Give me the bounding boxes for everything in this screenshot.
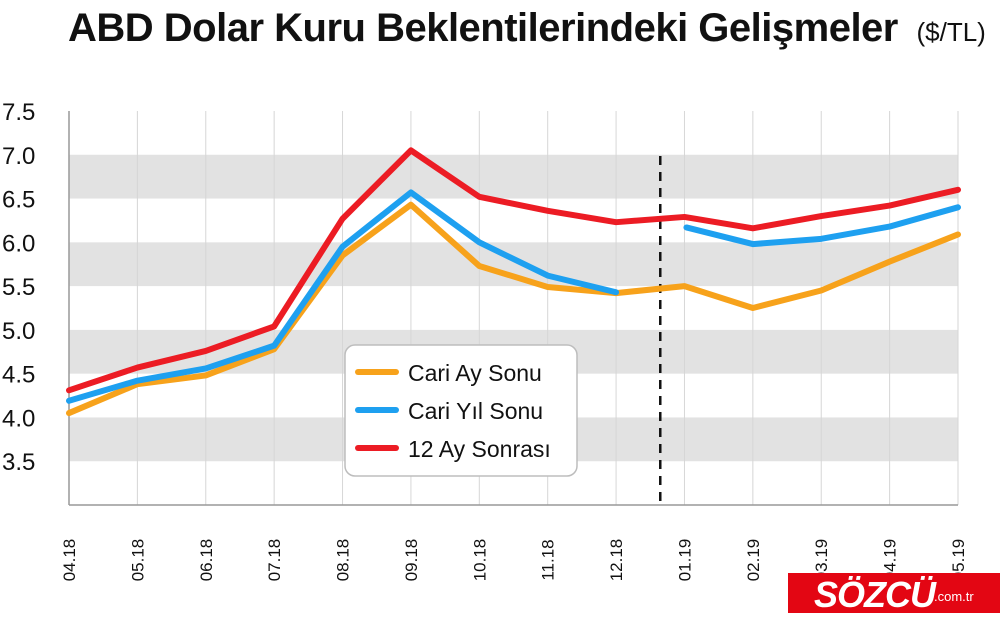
x-tick-label: 09.18 <box>402 539 421 582</box>
y-tick-label: 4.0 <box>2 405 35 432</box>
x-tick-label: 12.18 <box>607 539 626 582</box>
legend: Cari Ay Sonu Cari Yıl Sonu 12 Ay Sonrası <box>344 344 578 477</box>
grid-band-0 <box>69 154 958 199</box>
x-tick-label: 03.19 <box>812 539 831 582</box>
x-tick-label: 11.18 <box>539 539 558 580</box>
chart-title: ABD Dolar Kuru Beklentilerindeki Gelişme… <box>68 6 986 50</box>
x-tick-label: 06.18 <box>197 539 216 582</box>
series-line-1-segment-0 <box>66 189 620 404</box>
x-tick-label: 01.19 <box>675 539 694 582</box>
axes <box>68 111 958 506</box>
x-tick-label: 05.18 <box>128 539 147 582</box>
x-tick-label: 05.19 <box>949 539 968 582</box>
x-tick-label: 08.18 <box>334 539 353 582</box>
legend-label-2: 12 Ay Sonrası <box>408 436 551 462</box>
y-tick-label: 5.5 <box>2 274 35 301</box>
x-tick-label: 04.18 <box>60 539 79 582</box>
y-tick-label: 6.0 <box>2 230 35 257</box>
legend-label-1: Cari Yıl Sonu <box>408 398 543 424</box>
y-tick-label: 3.5 <box>2 449 35 476</box>
legend-box <box>344 344 578 477</box>
x-tick-labels: 04.18 05.18 06.18 07.18 08.18 09.18 10.18 11.18… <box>60 539 968 582</box>
sozcu-logo: SÖZCÜ .com.tr <box>788 573 1000 615</box>
chart-unit: ($/TL) <box>916 17 986 47</box>
y-tick-labels: 3.5 4.0 4.5 5.0 5.5 6.0 6.5 7.0 7.5 <box>2 99 35 476</box>
y-tick-label: 7.0 <box>2 143 35 170</box>
x-tick-label: 10.18 <box>470 539 489 582</box>
x-tick-label: 07.18 <box>265 539 284 582</box>
y-tick-label: 6.5 <box>2 187 35 214</box>
legend-label-0: Cari Ay Sonu <box>408 360 542 386</box>
logo-tld: .com.tr <box>934 589 974 604</box>
y-tick-label: 5.0 <box>2 318 35 345</box>
x-tick-label: 04.19 <box>881 539 900 582</box>
y-tick-label: 7.5 <box>2 99 35 126</box>
x-tick-label: 02.19 <box>744 539 763 582</box>
series-line-0-segment-0 <box>66 201 961 417</box>
series-line-1-segment-1 <box>683 204 961 248</box>
logo-brand: SÖZCÜ <box>814 574 936 615</box>
y-tick-label: 4.5 <box>2 362 35 389</box>
series-line-2-segment-0 <box>66 147 961 394</box>
series-lines <box>66 147 961 417</box>
